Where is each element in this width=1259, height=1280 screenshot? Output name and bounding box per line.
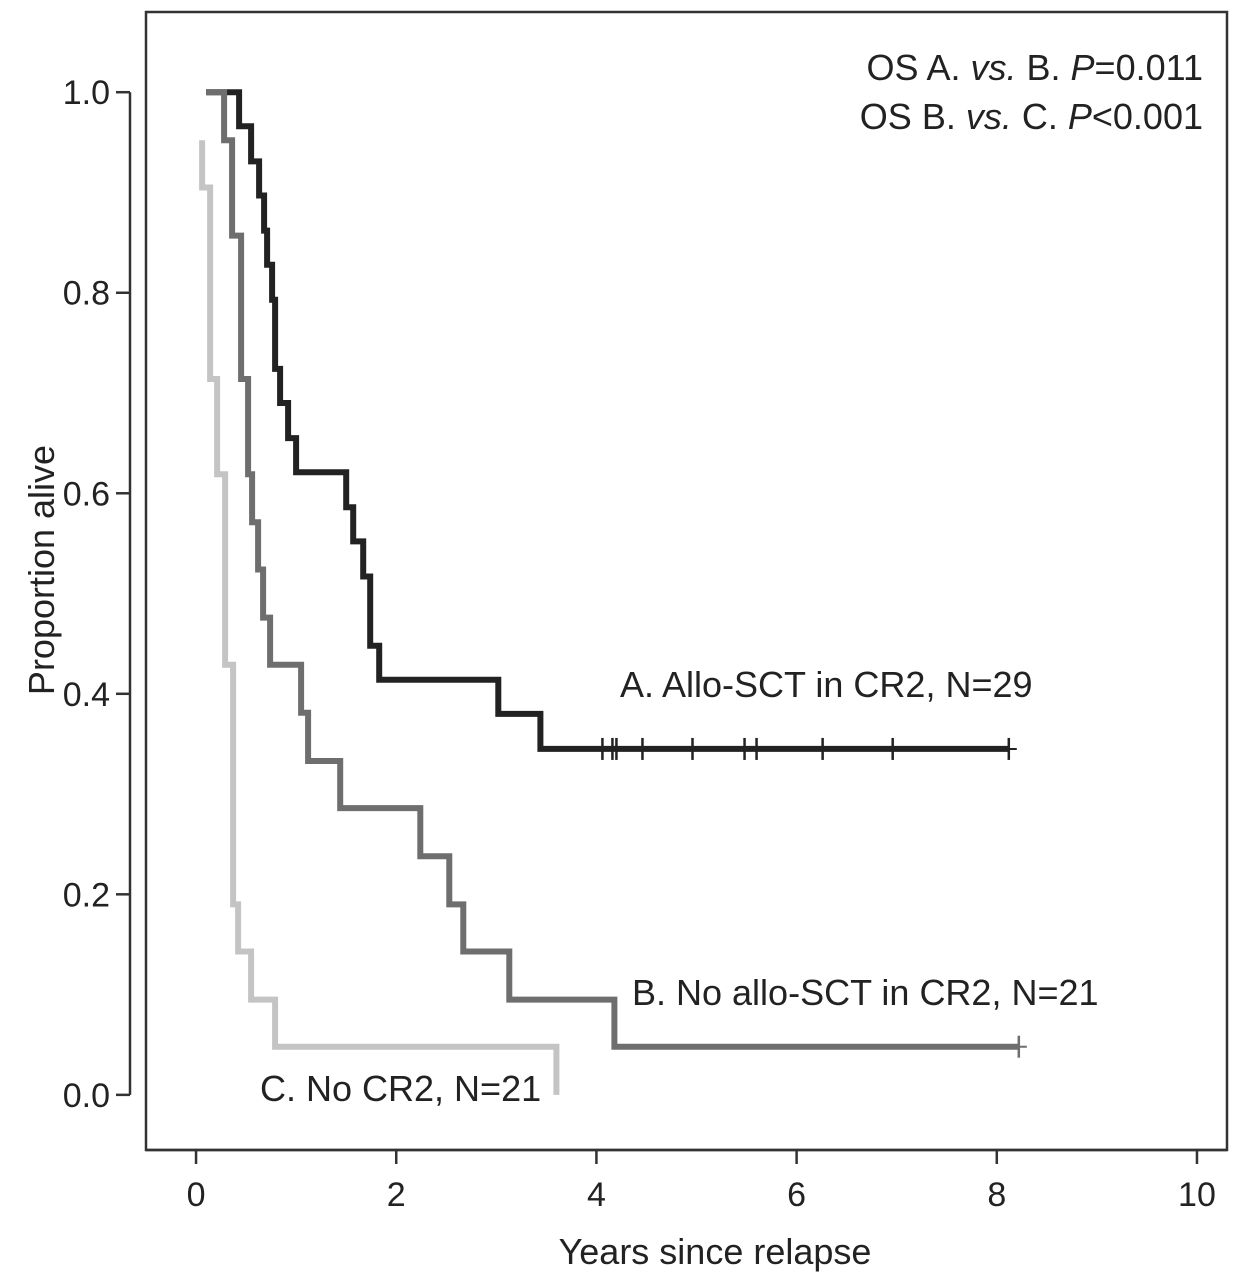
series-b [206,89,1027,1058]
x-tick-label: 8 [987,1176,1006,1214]
x-tick-label: 6 [787,1176,806,1214]
series-c [199,140,560,1095]
x-tick-label: 10 [1178,1176,1216,1214]
y-tick-label: 1.0 [63,74,110,112]
pvalue-annotation-2: OS B. vs. C. P<0.001 [860,96,1203,137]
y-tick-label: 0.4 [63,676,110,714]
x-tick-label: 2 [387,1176,406,1214]
y-axis: 0.0 0.2 0.4 0.6 0.8 1.0 [63,74,132,1115]
y-axis-title: Proportion alive [21,445,62,695]
series-layer [199,89,1027,1095]
x-tick-label: 4 [587,1176,606,1214]
series-c-curve [199,140,560,1095]
y-tick-label: 0.8 [63,275,110,313]
y-tick-label: 0.6 [63,475,110,513]
y-tick-label: 0.0 [63,1077,110,1115]
series-b-label: B. No allo-SCT in CR2, N=21 [632,972,1099,1013]
series-a [206,89,1017,760]
x-tick-label: 0 [187,1176,206,1214]
y-tick-label: 0.2 [63,876,110,914]
series-a-label: A. Allo-SCT in CR2, N=29 [620,664,1033,705]
series-c-label: C. No CR2, N=21 [260,1068,541,1109]
series-b-curve [206,89,1019,1050]
series-a-curve [206,89,1009,752]
x-axis-title: Years since relapse [559,1231,872,1272]
pvalue-annotation-1: OS A. vs. B. P=0.011 [866,47,1203,88]
x-axis: 0 2 4 6 8 10 [146,1148,1227,1214]
